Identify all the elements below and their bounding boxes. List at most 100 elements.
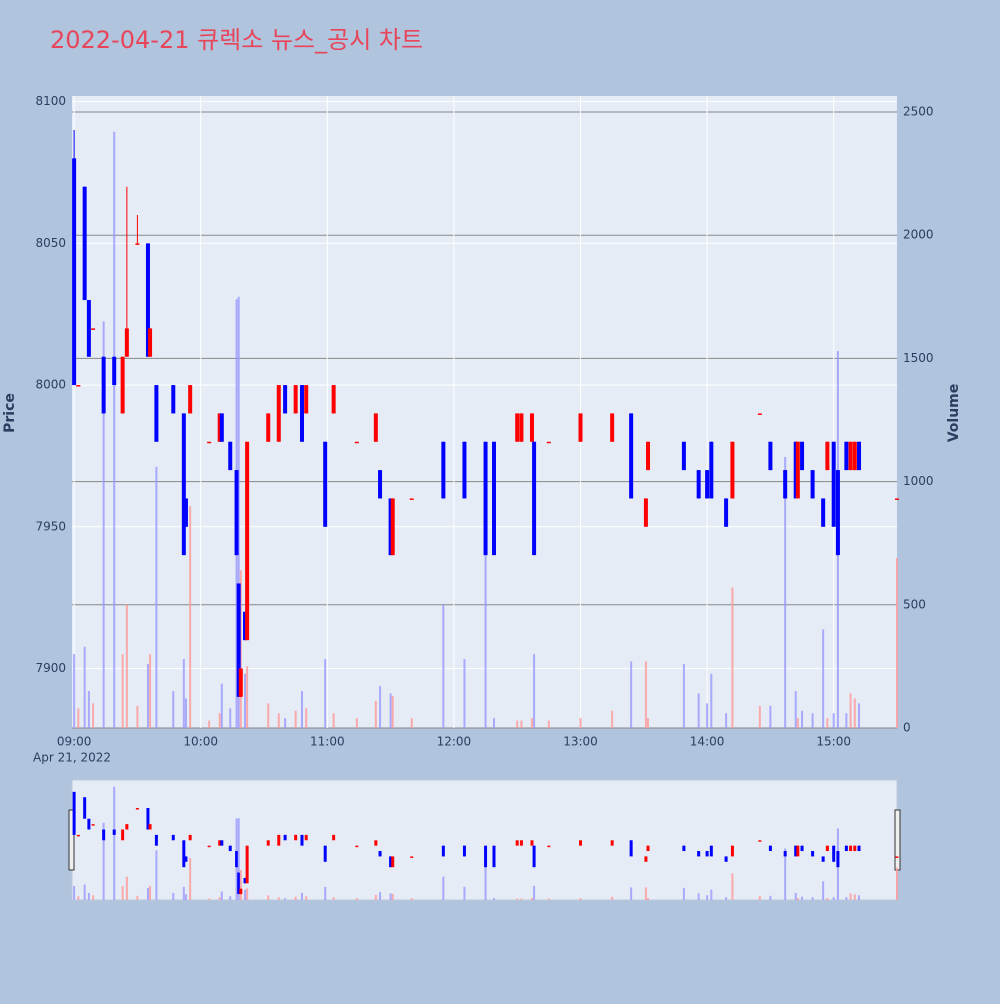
mini-candle: [374, 840, 378, 846]
mini-volume-bar: [77, 896, 80, 900]
volume-bar: [305, 708, 308, 728]
mini-candle: [83, 797, 87, 819]
mini-candle: [245, 845, 249, 884]
mini-candle: [844, 845, 848, 852]
mini-volume-bar: [530, 898, 533, 900]
candle-body: [696, 470, 701, 499]
candle-body: [323, 441, 328, 527]
volume-bar: [845, 713, 848, 728]
mini-volume-bar: [533, 885, 536, 900]
volume-bar: [77, 708, 80, 728]
mini-volume-bar: [784, 848, 787, 900]
candle-body: [354, 441, 359, 444]
mini-volume-bar: [697, 893, 700, 900]
volume-bar: [246, 666, 249, 728]
range-handle[interactable]: [68, 809, 75, 871]
volume-bar: [155, 466, 158, 728]
volume-bar: [784, 456, 787, 728]
range-handle[interactable]: [894, 809, 901, 871]
mini-candle: [87, 818, 91, 830]
volume-bar: [244, 673, 247, 728]
mini-candle: [239, 888, 243, 895]
candle-body: [491, 441, 496, 556]
mini-volume-bar: [516, 898, 519, 900]
mini-volume-bar: [136, 895, 139, 900]
mini-candle: [783, 851, 787, 857]
volume-bar: [811, 713, 814, 728]
candle-body: [831, 441, 836, 527]
candle-body: [148, 328, 153, 357]
volume-bar: [484, 550, 487, 728]
volume-bar: [146, 663, 149, 728]
candle-body: [388, 498, 393, 556]
x-tick-label: 14:00: [690, 735, 725, 749]
mini-candle: [102, 829, 106, 841]
volume-bar: [492, 718, 495, 728]
mini-volume-bar: [796, 898, 799, 900]
mini-volume-bar: [579, 898, 582, 900]
mini-volume-bar: [189, 857, 192, 900]
candle-body: [112, 356, 117, 386]
candle-body: [730, 441, 735, 499]
mini-volume-bar: [801, 896, 804, 900]
volume-bar: [239, 570, 242, 728]
volume-bar: [229, 708, 232, 728]
mini-candle: [441, 845, 445, 857]
volume-bar: [220, 683, 223, 728]
mini-volume-bar: [246, 888, 249, 900]
mini-volume-bar: [492, 898, 495, 900]
mini-volume-bar: [73, 885, 76, 900]
volume-bar: [374, 700, 377, 728]
mini-volume-bar: [832, 897, 835, 900]
mini-candle: [610, 840, 614, 846]
mini-candle: [304, 834, 308, 841]
mini-volume-bar: [731, 873, 734, 900]
mini-candle: [294, 834, 298, 841]
mini-candle: [629, 840, 633, 857]
mini-volume-bar: [849, 893, 852, 900]
mini-candle: [515, 840, 519, 846]
volume-bar: [410, 718, 413, 728]
candle-body: [245, 441, 250, 641]
mini-candle: [832, 845, 836, 862]
mini-volume-bar: [520, 898, 523, 900]
mini-volume-bar: [758, 895, 761, 900]
mini-candle: [207, 845, 211, 848]
volume-bar: [520, 720, 523, 728]
mini-candle: [821, 856, 825, 862]
volume-bar: [218, 713, 221, 728]
mini-candle: [705, 851, 709, 857]
y2-tick-label: 0: [903, 721, 911, 735]
volume-bar: [442, 604, 445, 728]
candle-body: [795, 441, 800, 499]
y-tick-label: 8000: [35, 378, 66, 392]
candle-body: [578, 413, 583, 442]
y2-tick-label: 1000: [903, 474, 934, 488]
candle-body: [234, 470, 239, 556]
plot-area: [72, 96, 897, 728]
volume-bar: [858, 703, 861, 728]
candle-body: [515, 413, 520, 442]
mini-candle: [91, 824, 95, 826]
mini-volume-bar: [324, 886, 327, 900]
mini-volume-bar: [305, 896, 308, 900]
volume-bar: [83, 646, 86, 728]
mini-volume-bar: [794, 892, 797, 900]
y-tick-label: 7900: [35, 661, 66, 675]
candle-body: [181, 413, 186, 556]
volume-bar: [121, 654, 124, 728]
volume-bar: [706, 703, 709, 728]
mini-candle: [378, 851, 382, 857]
candle-body: [546, 441, 551, 444]
mini-candle: [355, 845, 359, 848]
mini-candle: [235, 851, 239, 868]
mini-candle: [532, 845, 536, 868]
candle-body: [91, 328, 96, 330]
mini-volume-bar: [484, 866, 487, 900]
x-tick-label: 10:00: [183, 735, 218, 749]
mini-candle: [724, 856, 728, 862]
mini-volume-bar: [125, 876, 128, 900]
mini-candle: [697, 851, 701, 857]
x-tick-label: 09:00: [57, 735, 92, 749]
y-axis-title: Price: [2, 393, 18, 433]
